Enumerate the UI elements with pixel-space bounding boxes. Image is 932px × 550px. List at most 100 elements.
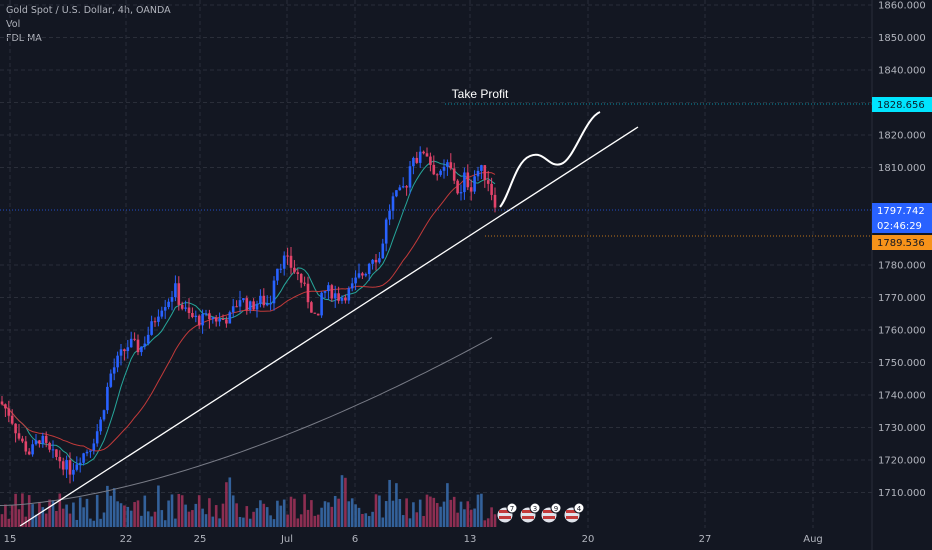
volume-bar: [439, 506, 442, 527]
volume-bar: [245, 506, 249, 527]
volume-bar: [378, 495, 381, 527]
candle-body: [337, 293, 340, 301]
candle-body: [89, 450, 92, 452]
volume-bar: [398, 498, 402, 527]
volume-bar: [299, 514, 303, 527]
volume-bar: [361, 513, 364, 527]
event-badge[interactable]: 9: [540, 502, 562, 524]
volume-bar: [350, 498, 354, 527]
volume-bar: [425, 494, 429, 527]
volume-bar: [384, 501, 388, 527]
candle-body: [112, 367, 116, 374]
candle-body: [408, 166, 412, 188]
candle-body: [493, 194, 497, 208]
volume-bar: [160, 510, 164, 527]
ma-fast-line: [1, 160, 496, 466]
ma-price-value: 1789.536: [877, 238, 925, 249]
volume-bar: [194, 503, 198, 527]
volume-bar: [85, 498, 89, 527]
volume-bar: [116, 501, 119, 527]
volume-bar: [140, 515, 143, 527]
volume-bar: [486, 518, 490, 527]
volume-bar: [327, 502, 330, 527]
projection-path[interactable]: [499, 111, 601, 208]
candle-body: [187, 307, 191, 313]
candle-body: [313, 312, 317, 314]
candle-body: [333, 293, 337, 299]
volume-bar: [119, 503, 123, 527]
candle-body: [327, 285, 330, 292]
volume-bar: [320, 507, 323, 527]
volume-bar: [347, 501, 351, 527]
trendline[interactable]: [19, 126, 639, 527]
candle-body: [252, 301, 255, 310]
candle-body: [17, 433, 21, 439]
symbol-title[interactable]: Gold Spot / U.S. Dollar, 4h, OANDA: [6, 5, 171, 16]
candle-body: [466, 172, 470, 188]
volume-bar: [61, 508, 65, 527]
volume-bar: [310, 500, 313, 527]
price-tick-label: 1750.000: [878, 358, 926, 369]
candle-body: [21, 438, 24, 442]
candle-body: [350, 283, 354, 289]
volume-bar: [10, 505, 14, 527]
volume-bar: [415, 512, 419, 527]
volume-bar: [388, 479, 391, 527]
volume-bar: [150, 516, 153, 527]
time-tick-label: 22: [120, 534, 133, 545]
candle-body: [167, 301, 170, 308]
volume-bar: [259, 500, 262, 527]
volume-bar: [442, 501, 446, 527]
candle-body: [282, 255, 286, 269]
volume-bar: [65, 504, 68, 527]
candle-body: [85, 451, 89, 454]
candle-body: [412, 157, 415, 167]
event-badge[interactable]: 4: [563, 502, 585, 524]
volume-bar: [146, 511, 150, 527]
volume-bar: [167, 500, 170, 527]
candle-body: [269, 303, 272, 305]
candle-body: [231, 306, 235, 313]
volume-bar: [126, 506, 130, 527]
volume-bar: [340, 475, 344, 527]
ma-indicator-label[interactable]: FDL MA: [6, 33, 42, 44]
candle-body: [58, 456, 62, 462]
volume-bar: [89, 518, 92, 527]
volume-bar: [72, 502, 75, 527]
candle-body: [109, 373, 113, 387]
volume-bar: [106, 485, 109, 527]
price-tick-label: 1820.000: [878, 131, 926, 142]
volume-bar: [0, 514, 4, 527]
candle-body: [24, 441, 28, 452]
time-tick-label: Jul: [280, 534, 293, 545]
volume-indicator-label[interactable]: Vol: [6, 19, 21, 30]
event-badge[interactable]: 7: [496, 502, 518, 524]
volume-bar: [211, 516, 215, 527]
candle-body: [439, 170, 442, 175]
candle-body: [371, 259, 374, 264]
volume-bar: [395, 483, 398, 527]
volume-bar: [123, 505, 126, 527]
candle-body: [140, 346, 143, 353]
candle-body: [92, 443, 96, 451]
candle-body: [395, 190, 398, 197]
candle-body: [133, 338, 136, 340]
candle-body: [296, 272, 300, 274]
candle-body: [27, 451, 31, 455]
volume-bar: [330, 506, 334, 527]
candle-body: [44, 435, 48, 443]
time-axis: 15 22 25 Jul 6 13 20 27 Aug: [4, 534, 823, 545]
candle-body: [170, 297, 174, 302]
candle-body: [473, 176, 476, 192]
volume-bar: [429, 496, 432, 527]
candle-body: [0, 401, 4, 405]
event-count: 3: [533, 505, 537, 513]
candle-body: [51, 449, 55, 451]
candle-body: [255, 303, 259, 310]
candle-body: [286, 255, 289, 257]
candle-body: [150, 321, 153, 335]
candle-body: [228, 312, 232, 324]
event-badge[interactable]: 3: [519, 502, 541, 524]
volume-bar: [221, 503, 225, 527]
